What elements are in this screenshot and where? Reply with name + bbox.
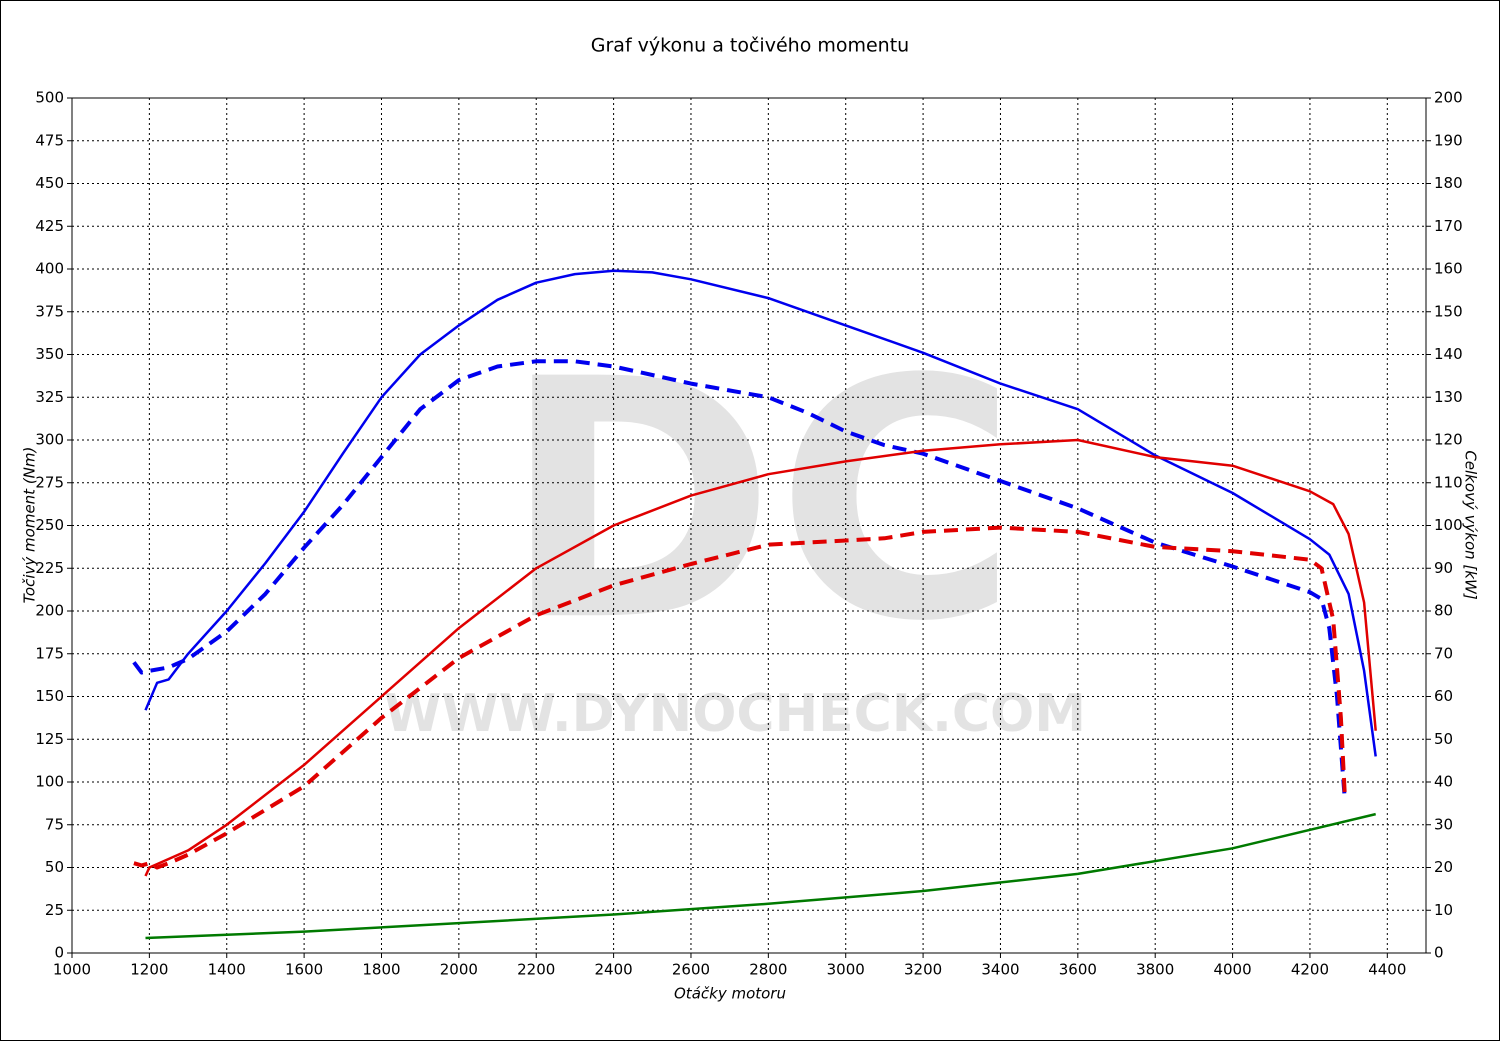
y-tick-label: 300 bbox=[35, 431, 64, 449]
y-tick-label: 75 bbox=[45, 815, 64, 833]
y-tick-label: 50 bbox=[45, 858, 64, 876]
x-tick-label: 1000 bbox=[53, 961, 91, 979]
x-tick-label: 2800 bbox=[749, 961, 787, 979]
y2-tick-label: 200 bbox=[1434, 89, 1463, 107]
y2-tick-label: 50 bbox=[1434, 730, 1453, 748]
y2-tick-label: 90 bbox=[1434, 559, 1453, 577]
x-tick-label: 3000 bbox=[827, 961, 865, 979]
x-tick-label: 3800 bbox=[1136, 961, 1174, 979]
y2-tick-label: 30 bbox=[1434, 815, 1453, 833]
y2-tick-label: 40 bbox=[1434, 773, 1453, 791]
y2-tick-label: 180 bbox=[1434, 174, 1463, 192]
x-tick-label: 2000 bbox=[440, 961, 478, 979]
x-tick-label: 1800 bbox=[362, 961, 400, 979]
y-tick-label: 200 bbox=[35, 602, 64, 620]
watermark-logo: DC bbox=[502, 309, 1018, 693]
y-tick-label: 150 bbox=[35, 687, 64, 705]
y-tick-label: 450 bbox=[35, 174, 64, 192]
y2-tick-label: 190 bbox=[1434, 131, 1463, 149]
x-tick-label: 2200 bbox=[517, 961, 555, 979]
series-line bbox=[144, 269, 1377, 757]
y2-tick-label: 130 bbox=[1434, 388, 1463, 406]
x-tick-label: 3600 bbox=[1059, 961, 1097, 979]
series-line bbox=[132, 359, 1347, 800]
y-tick-label: 100 bbox=[35, 773, 64, 791]
x-tick-label: 3200 bbox=[904, 961, 942, 979]
y2-tick-label: 80 bbox=[1434, 602, 1453, 620]
x-tick-label: 1200 bbox=[130, 961, 168, 979]
y-tick-label: 25 bbox=[45, 901, 64, 919]
y-tick-label: 125 bbox=[35, 730, 64, 748]
x-tick-label: 1600 bbox=[285, 961, 323, 979]
series-line bbox=[133, 525, 1347, 870]
y2-tick-label: 70 bbox=[1434, 644, 1453, 662]
x-tick-label: 2600 bbox=[672, 961, 710, 979]
y-tick-label: 500 bbox=[35, 89, 64, 107]
x-tick-label: 1400 bbox=[208, 961, 246, 979]
x-tick-label: 4000 bbox=[1213, 961, 1251, 979]
y2-tick-label: 140 bbox=[1434, 345, 1463, 363]
x-tick-label: 3400 bbox=[981, 961, 1019, 979]
y2-tick-label: 0 bbox=[1434, 944, 1444, 962]
y-axis-label: Točivý moment (Nm) bbox=[21, 447, 39, 604]
x-tick-label: 2400 bbox=[595, 961, 633, 979]
y-tick-label: 325 bbox=[35, 388, 64, 406]
x-tick-label: 4200 bbox=[1291, 961, 1329, 979]
y-tick-label: 0 bbox=[54, 944, 64, 962]
y2-tick-label: 110 bbox=[1434, 473, 1463, 491]
y2-tick-label: 120 bbox=[1434, 431, 1463, 449]
y2-tick-label: 160 bbox=[1434, 260, 1463, 278]
y-tick-label: 275 bbox=[35, 473, 64, 491]
series-line bbox=[144, 438, 1377, 877]
y-tick-label: 350 bbox=[35, 345, 64, 363]
y-tick-label: 475 bbox=[35, 131, 64, 149]
series-line bbox=[145, 812, 1376, 940]
y2-tick-label: 20 bbox=[1434, 858, 1453, 876]
x-tick-label: 4400 bbox=[1368, 961, 1406, 979]
y2-tick-label: 60 bbox=[1434, 687, 1453, 705]
y2-tick-label: 150 bbox=[1434, 302, 1463, 320]
y-tick-label: 175 bbox=[35, 644, 64, 662]
y-tick-label: 250 bbox=[35, 516, 64, 534]
chart-title: Graf výkonu a točivého momentu bbox=[591, 35, 909, 57]
watermark-url: WWW.DYNOCHECK.COM bbox=[384, 684, 1086, 744]
y2-tick-label: 170 bbox=[1434, 217, 1463, 235]
y-tick-label: 375 bbox=[35, 302, 64, 320]
x-axis-label: Otáčky motoru bbox=[674, 985, 786, 1003]
y2-tick-label: 10 bbox=[1434, 901, 1453, 919]
y2-tick-label: 100 bbox=[1434, 516, 1463, 534]
y-tick-label: 425 bbox=[35, 217, 64, 235]
y-tick-label: 225 bbox=[35, 559, 64, 577]
y-tick-label: 400 bbox=[35, 260, 64, 278]
plot-border bbox=[71, 97, 1427, 954]
y2-axis-label: Celkový výkon [kW] bbox=[1462, 450, 1480, 600]
